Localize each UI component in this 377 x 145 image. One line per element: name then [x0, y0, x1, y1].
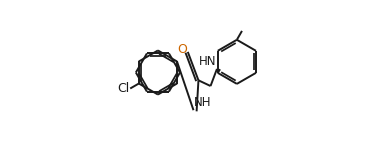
- Text: NH: NH: [194, 96, 212, 109]
- Text: HN: HN: [199, 55, 216, 68]
- Text: Cl: Cl: [117, 82, 129, 95]
- Text: O: O: [177, 42, 187, 56]
